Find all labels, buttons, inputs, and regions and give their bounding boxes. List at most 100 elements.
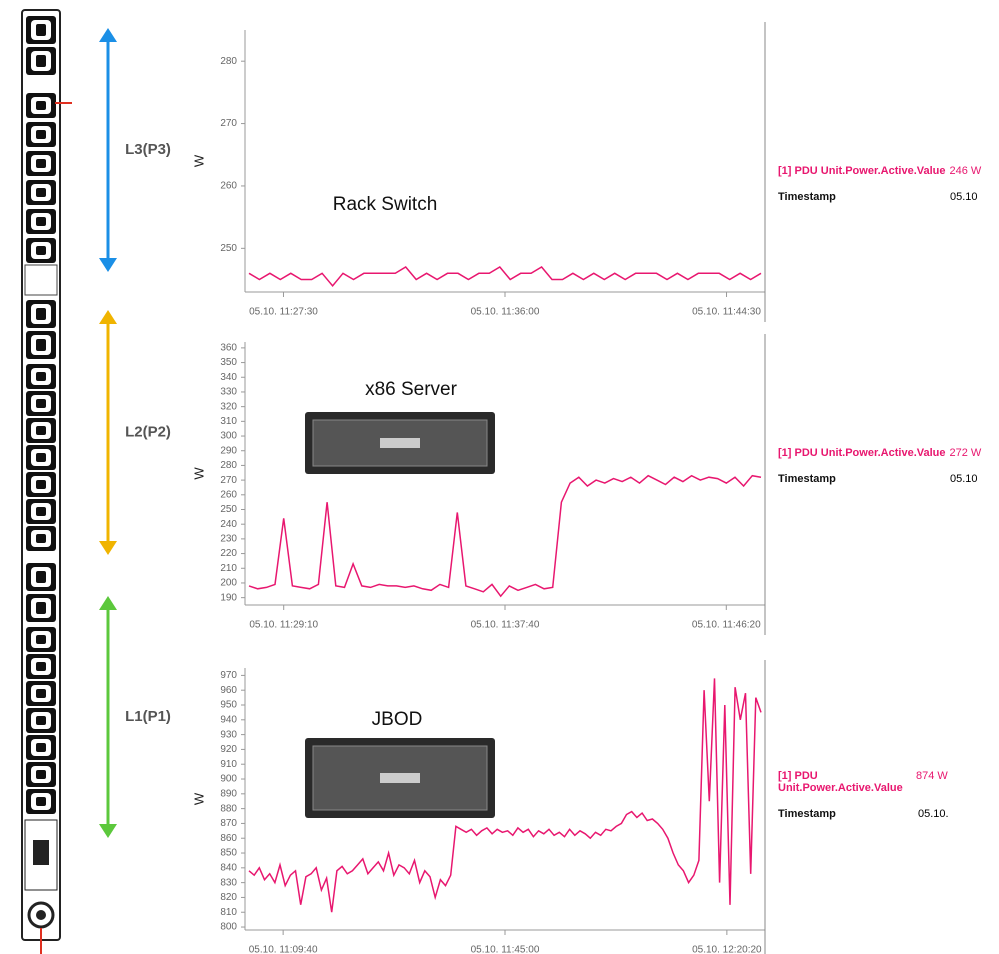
- y-tick-label: 250: [220, 504, 237, 515]
- y-axis-label: W: [191, 792, 206, 805]
- y-tick-label: 300: [220, 431, 237, 442]
- y-tick-label: 320: [220, 401, 237, 412]
- socket-pin: [36, 339, 46, 351]
- socket-pin: [36, 453, 46, 462]
- socket-pin: [36, 55, 46, 67]
- y-tick-label: 240: [220, 519, 237, 530]
- timestamp-value: 05.10.: [918, 808, 949, 820]
- y-tick-label: 800: [220, 922, 237, 933]
- y-tick-label: 870: [220, 818, 237, 829]
- socket-pin: [36, 571, 46, 583]
- y-tick-label: 830: [220, 877, 237, 888]
- y-tick-label: 210: [220, 563, 237, 574]
- y-tick-label: 930: [220, 729, 237, 740]
- y-tick-label: 360: [220, 343, 237, 354]
- readout-row: [1] PDU Unit.Power.Active.Value 246 W: [778, 165, 999, 177]
- x-tick-label: 05.10. 11:37:40: [471, 620, 540, 631]
- phase-arrowhead: [99, 824, 117, 838]
- readout-panel: [1] PDU Unit.Power.Active.Value 272 W Time…: [778, 447, 999, 485]
- device-label: Rack Switch: [333, 194, 438, 215]
- y-tick-label: 820: [220, 892, 237, 903]
- y-tick-label: 850: [220, 848, 237, 859]
- breaker-switch: [33, 840, 49, 865]
- y-tick-label: 330: [220, 387, 237, 398]
- timestamp-label: Timestamp: [778, 473, 950, 485]
- device-badge: [380, 773, 420, 783]
- series-line: [249, 267, 761, 286]
- device-badge: [380, 438, 420, 448]
- y-tick-label: 960: [220, 685, 237, 696]
- socket-pin: [36, 308, 46, 320]
- pdu-blank: [25, 265, 57, 295]
- readout-name: [1] PDU Unit.Power.Active.Value: [778, 770, 898, 794]
- device-label: JBOD: [372, 709, 423, 730]
- x-tick-label: 05.10. 11:29:10: [249, 620, 318, 631]
- phase-label: L3(P3): [125, 141, 171, 158]
- y-tick-label: 260: [220, 181, 237, 192]
- y-tick-label: 860: [220, 833, 237, 844]
- y-axis-label: W: [191, 154, 206, 167]
- socket-pin: [36, 399, 46, 408]
- y-tick-label: 900: [220, 774, 237, 785]
- socket-pin: [36, 743, 46, 752]
- socket-pin: [36, 770, 46, 779]
- readout-row: [1] PDU Unit.Power.Active.Value 874 W: [778, 770, 999, 794]
- phase-arrowhead: [99, 541, 117, 555]
- phase-label: L2(P2): [125, 423, 171, 440]
- y-tick-label: 250: [220, 243, 237, 254]
- timestamp-label: Timestamp: [778, 808, 918, 820]
- socket-pin: [36, 24, 46, 36]
- y-tick-label: 910: [220, 759, 237, 770]
- y-tick-label: 270: [220, 475, 237, 486]
- readout-panel: [1] PDU Unit.Power.Active.Value 246 W Time…: [778, 165, 999, 203]
- socket-pin: [36, 426, 46, 435]
- socket-pin: [36, 246, 46, 255]
- phase-arrowhead: [99, 310, 117, 324]
- socket-pin: [36, 602, 46, 614]
- x-tick-label: 05.10. 11:44:30: [692, 307, 761, 318]
- x-tick-label: 05.10. 12:20:20: [692, 945, 762, 954]
- y-tick-label: 920: [220, 744, 237, 755]
- device-label: x86 Server: [365, 379, 458, 400]
- readout-name: [1] PDU Unit.Power.Active.Value: [778, 447, 946, 459]
- socket-pin: [36, 716, 46, 725]
- y-tick-label: 340: [220, 372, 237, 383]
- readout-value: 246 W: [950, 165, 982, 177]
- socket-pin: [36, 797, 46, 806]
- y-tick-label: 890: [220, 788, 237, 799]
- timestamp-value: 05.10: [950, 473, 978, 485]
- socket-pin: [36, 101, 46, 110]
- y-tick-label: 350: [220, 357, 237, 368]
- series-line: [249, 476, 761, 597]
- readout-value: 272 W: [950, 447, 982, 459]
- y-tick-label: 270: [220, 118, 237, 129]
- y-tick-label: 200: [220, 578, 237, 589]
- x-tick-label: 05.10. 11:09:40: [249, 945, 318, 954]
- x-tick-label: 05.10. 11:27:30: [249, 307, 318, 318]
- readout-value: 874 W: [916, 770, 948, 782]
- socket-pin: [36, 217, 46, 226]
- y-tick-label: 280: [220, 56, 237, 67]
- x-tick-label: 05.10. 11:36:00: [471, 307, 540, 318]
- phase-arrowhead: [99, 258, 117, 272]
- y-tick-label: 280: [220, 460, 237, 471]
- timestamp-label: Timestamp: [778, 191, 950, 203]
- socket-pin: [36, 130, 46, 139]
- socket-pin: [36, 372, 46, 381]
- x-tick-label: 05.10. 11:45:00: [471, 945, 540, 954]
- y-tick-label: 290: [220, 445, 237, 456]
- y-tick-label: 260: [220, 489, 237, 500]
- y-tick-label: 230: [220, 534, 237, 545]
- socket-pin: [36, 159, 46, 168]
- y-tick-label: 310: [220, 416, 237, 427]
- socket-pin: [36, 507, 46, 516]
- socket-pin: [36, 188, 46, 197]
- y-tick-label: 940: [220, 714, 237, 725]
- socket-pin: [36, 635, 46, 644]
- readout-panel: [1] PDU Unit.Power.Active.Value 874 W Time…: [778, 770, 999, 820]
- timestamp-value: 05.10: [950, 191, 978, 203]
- socket-pin: [36, 480, 46, 489]
- y-tick-label: 220: [220, 548, 237, 559]
- page: L3(P3) W 250 260 270 280 05.10. 11:27:30 05.10.…: [0, 0, 999, 954]
- readout-name: [1] PDU Unit.Power.Active.Value: [778, 165, 946, 177]
